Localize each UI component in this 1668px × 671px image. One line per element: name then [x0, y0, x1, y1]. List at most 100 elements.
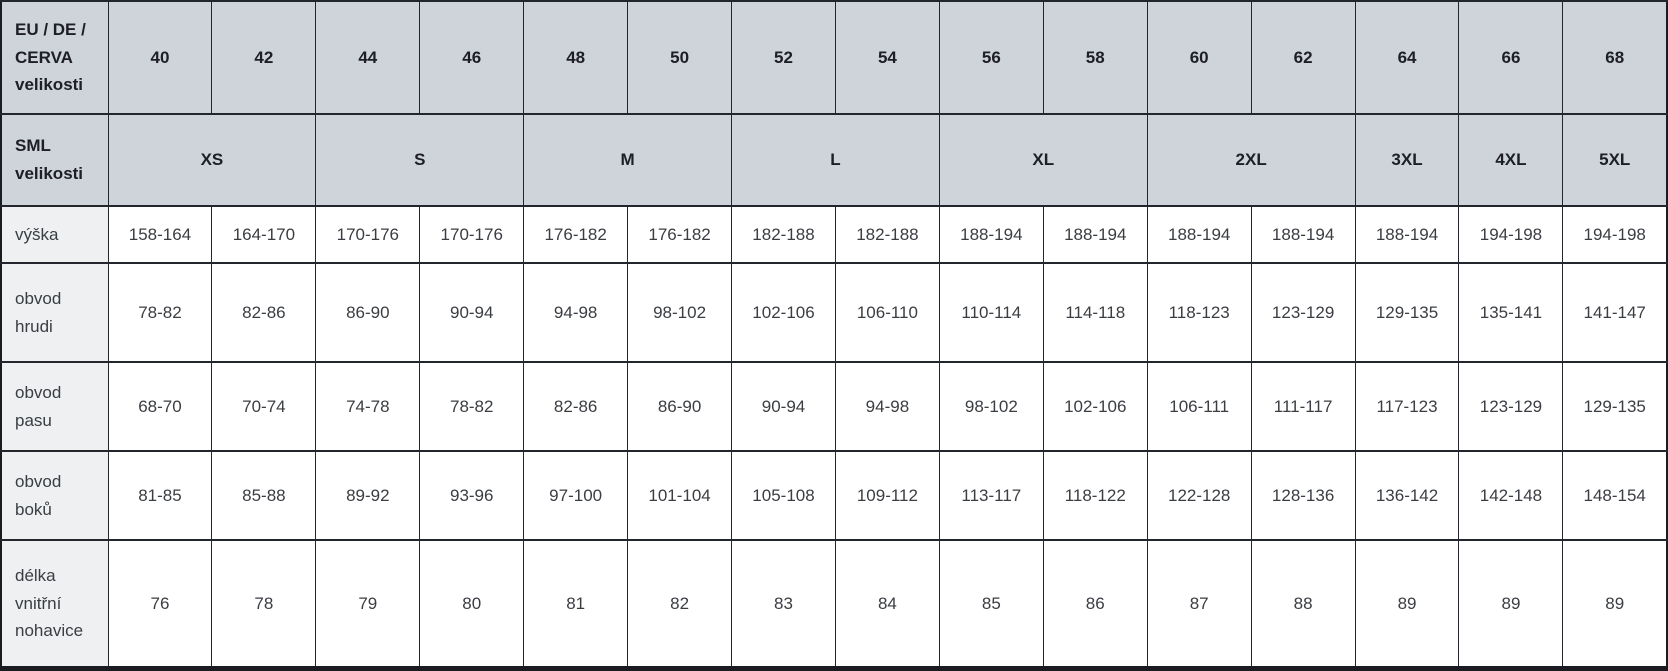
inseam-value: 80: [419, 539, 525, 669]
height-value: 176-182: [523, 205, 629, 264]
chest-value: 123-129: [1250, 262, 1356, 363]
row-sml-sizes: SML velikosti XS S M L XL 2XL 3XL 4XL 5X…: [0, 113, 1668, 207]
chest-value: 110-114: [938, 262, 1044, 363]
eu-size-cell: 60: [1146, 0, 1252, 115]
sml-size-cell: 3XL: [1354, 113, 1460, 207]
eu-size-cell: 48: [523, 0, 629, 115]
height-value: 188-194: [1042, 205, 1148, 264]
chest-value: 141-147: [1562, 262, 1668, 363]
inseam-value: 89: [1562, 539, 1668, 669]
sml-size-cell: L: [731, 113, 940, 207]
height-value: 194-198: [1458, 205, 1564, 264]
eu-size-cell: 50: [627, 0, 733, 115]
waist-value: 117-123: [1354, 361, 1460, 452]
sml-size-cell: 2XL: [1146, 113, 1356, 207]
height-value: 188-194: [1250, 205, 1356, 264]
hips-value: 93-96: [419, 450, 525, 541]
waist-value: 78-82: [419, 361, 525, 452]
waist-value: 86-90: [627, 361, 733, 452]
row-label-hips: obvod boků: [0, 450, 109, 541]
hips-value: 142-148: [1458, 450, 1564, 541]
row-label-inseam: délka vnitřní nohavice: [0, 539, 109, 669]
waist-value: 98-102: [938, 361, 1044, 452]
height-value: 182-188: [834, 205, 940, 264]
waist-value: 102-106: [1042, 361, 1148, 452]
row-waist: obvod pasu 68-70 70-74 74-78 78-82 82-86…: [0, 361, 1668, 452]
chest-value: 129-135: [1354, 262, 1460, 363]
sml-size-cell: 5XL: [1562, 113, 1668, 207]
chest-value: 106-110: [834, 262, 940, 363]
height-value: 158-164: [107, 205, 213, 264]
height-value: 182-188: [731, 205, 836, 264]
eu-size-cell: 52: [731, 0, 836, 115]
sml-sizes-header-label: SML velikosti: [0, 113, 109, 207]
inseam-value: 82: [627, 539, 733, 669]
chest-value: 98-102: [627, 262, 733, 363]
waist-value: 111-117: [1250, 361, 1356, 452]
chest-value: 82-86: [211, 262, 317, 363]
hips-value: 113-117: [938, 450, 1044, 541]
chest-value: 94-98: [523, 262, 629, 363]
eu-size-cell: 56: [938, 0, 1044, 115]
inseam-value: 76: [107, 539, 213, 669]
hips-value: 148-154: [1562, 450, 1668, 541]
chest-value: 86-90: [315, 262, 421, 363]
waist-value: 90-94: [731, 361, 836, 452]
height-value: 176-182: [627, 205, 733, 264]
eu-size-cell: 54: [834, 0, 940, 115]
waist-value: 82-86: [523, 361, 629, 452]
eu-size-cell: 40: [107, 0, 213, 115]
eu-size-cell: 68: [1562, 0, 1668, 115]
row-inseam: délka vnitřní nohavice 76 78 79 80 81 82…: [0, 539, 1668, 669]
inseam-value: 81: [523, 539, 629, 669]
row-label-height: výška: [0, 205, 109, 264]
eu-size-cell: 44: [315, 0, 421, 115]
height-value: 170-176: [419, 205, 525, 264]
sml-size-cell: XL: [938, 113, 1148, 207]
row-eu-sizes: EU / DE / CERVA velikosti 40 42 44 46 48…: [0, 0, 1668, 115]
chest-value: 118-123: [1146, 262, 1252, 363]
inseam-value: 88: [1250, 539, 1356, 669]
row-label-waist: obvod pasu: [0, 361, 109, 452]
eu-size-cell: 62: [1250, 0, 1356, 115]
hips-value: 118-122: [1042, 450, 1148, 541]
sml-size-cell: 4XL: [1458, 113, 1564, 207]
eu-size-cell: 64: [1354, 0, 1460, 115]
hips-value: 122-128: [1146, 450, 1252, 541]
hips-value: 97-100: [523, 450, 629, 541]
hips-value: 81-85: [107, 450, 213, 541]
hips-value: 85-88: [211, 450, 317, 541]
eu-size-cell: 66: [1458, 0, 1564, 115]
waist-value: 68-70: [107, 361, 213, 452]
inseam-value: 85: [938, 539, 1044, 669]
eu-sizes-header-label: EU / DE / CERVA velikosti: [0, 0, 109, 115]
inseam-value: 84: [834, 539, 940, 669]
hips-value: 105-108: [731, 450, 836, 541]
chest-value: 114-118: [1042, 262, 1148, 363]
inseam-value: 89: [1354, 539, 1460, 669]
waist-value: 123-129: [1458, 361, 1564, 452]
hips-value: 136-142: [1354, 450, 1460, 541]
inseam-value: 78: [211, 539, 317, 669]
row-chest: obvod hrudi 78-82 82-86 86-90 90-94 94-9…: [0, 262, 1668, 363]
waist-value: 70-74: [211, 361, 317, 452]
hips-value: 89-92: [315, 450, 421, 541]
height-value: 194-198: [1562, 205, 1668, 264]
hips-value: 109-112: [834, 450, 940, 541]
chest-value: 102-106: [731, 262, 836, 363]
height-value: 164-170: [211, 205, 317, 264]
waist-value: 106-111: [1146, 361, 1252, 452]
eu-size-cell: 46: [419, 0, 525, 115]
inseam-value: 79: [315, 539, 421, 669]
sml-size-cell: S: [315, 113, 525, 207]
row-hips: obvod boků 81-85 85-88 89-92 93-96 97-10…: [0, 450, 1668, 541]
height-value: 188-194: [1354, 205, 1460, 264]
row-height: výška 158-164 164-170 170-176 170-176 17…: [0, 205, 1668, 264]
inseam-value: 87: [1146, 539, 1252, 669]
inseam-value: 89: [1458, 539, 1564, 669]
inseam-value: 86: [1042, 539, 1148, 669]
row-label-chest: obvod hrudi: [0, 262, 109, 363]
eu-size-cell: 42: [211, 0, 317, 115]
height-value: 188-194: [938, 205, 1044, 264]
